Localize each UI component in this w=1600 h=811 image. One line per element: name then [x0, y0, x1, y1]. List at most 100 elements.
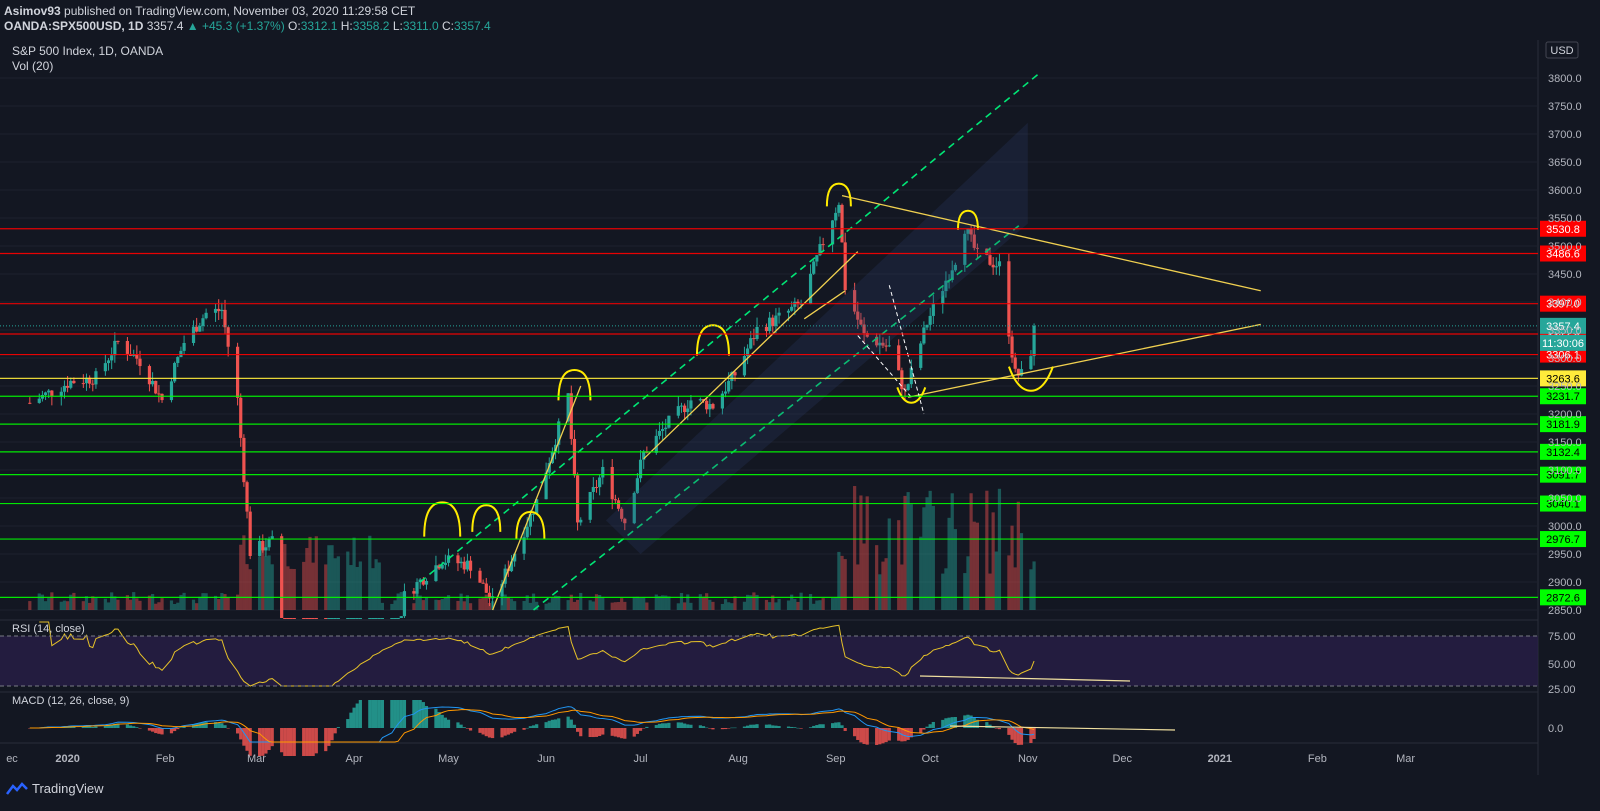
macd-histogram-bar [701, 726, 706, 728]
macd-histogram-bar [239, 728, 243, 740]
candle-body [1013, 357, 1017, 369]
macd-histogram-bar [727, 728, 731, 729]
volume-bar [59, 601, 63, 610]
volume-bar [591, 601, 595, 610]
volume-bar [305, 548, 309, 610]
macd-histogram-bar [815, 725, 819, 728]
candle-body [808, 273, 813, 304]
price-axis[interactable]: 2850.0 2900.0 2950.0 3000.0 3050.0 3100.0 3150… [1548, 73, 1582, 617]
volume-bar [176, 602, 180, 610]
candle-body [421, 579, 425, 585]
volume-bar [239, 544, 243, 610]
macd-histogram-bar [443, 717, 447, 728]
volume-bar [302, 561, 306, 610]
candle-body [657, 430, 662, 436]
volume-bar [815, 600, 819, 610]
macd-histogram-bar [768, 724, 772, 728]
brand[interactable]: TradingView [6, 781, 104, 796]
candle-body [821, 244, 825, 246]
volume-bar [925, 497, 929, 610]
volume-bar [125, 595, 130, 610]
high-value: 3358.2 [352, 19, 390, 33]
macd-histogram-bar [264, 728, 268, 754]
candle-body [588, 491, 592, 520]
candle-body [966, 228, 970, 234]
macd-histogram-bar [862, 728, 866, 744]
candle-body [204, 312, 208, 319]
candle-body [270, 536, 274, 539]
volume-bar [440, 599, 444, 610]
macd-histogram-bar [459, 724, 463, 728]
macd-histogram-bar [91, 727, 95, 728]
time-axis[interactable]: ec 2020 Feb Mar Apr May Jun Jul Aug Sep Oct Nov Dec 2… [6, 753, 1415, 765]
candle-body [1032, 325, 1036, 357]
volume-bar [88, 602, 92, 610]
volume-bar [443, 597, 447, 610]
volume-bar [638, 597, 643, 610]
volume-bar [557, 596, 561, 610]
chart-area[interactable]: 3530.83486.63397.03342.83306.13263.63231… [0, 40, 1600, 775]
candle-body [503, 568, 507, 584]
y-tick-label: 3550.0 [1548, 213, 1582, 225]
candle-body [796, 301, 800, 304]
candle-body [302, 618, 306, 619]
volume-bar [884, 558, 888, 610]
volume-bar [875, 545, 879, 610]
candle-body [349, 618, 353, 619]
macd-histogram-bar [176, 728, 180, 730]
candle-body [69, 380, 73, 388]
candle-body [859, 319, 863, 325]
volume-bar [128, 599, 133, 610]
macd-histogram-bar [610, 728, 614, 736]
candle-body [878, 342, 882, 346]
symbol: OANDA:SPX500USD, 1D [4, 19, 144, 33]
macd-histogram-bar [985, 722, 989, 728]
macd-histogram-bar [267, 728, 271, 750]
volume-bar [465, 595, 470, 610]
drawings[interactable] [419, 71, 1261, 611]
x-tick-label: Feb [156, 753, 175, 765]
macd-histogram-bar [374, 700, 378, 728]
volume-bar [157, 602, 161, 610]
macd-histogram-bar [941, 719, 945, 728]
volume-bar [358, 561, 362, 610]
macd-histogram-bar [150, 728, 155, 732]
macd-histogram-bar [154, 728, 158, 734]
volume-bar [654, 594, 658, 610]
macd-histogram-bar [503, 728, 507, 736]
macd-histogram-bar [179, 727, 183, 728]
candle-body [755, 326, 759, 339]
volume-bar [818, 600, 822, 610]
y-tick-label: 3300.0 [1548, 353, 1582, 365]
macd-histogram-bar [235, 728, 240, 734]
candle-body [884, 345, 888, 347]
candle-body [786, 310, 791, 313]
macd-histogram-bar [881, 728, 885, 744]
channel-fill [605, 122, 1028, 555]
volume-bar [191, 599, 196, 610]
price-level-tag [1540, 220, 1586, 237]
macd-histogram-bar [522, 728, 526, 730]
macd-histogram-bar [679, 722, 684, 728]
volume-bar [808, 594, 813, 610]
currency-box[interactable] [1545, 41, 1579, 59]
candle-body [1029, 356, 1033, 370]
publisher-name[interactable]: Asimov93 [4, 4, 61, 18]
macd-histogram-bar [402, 700, 407, 728]
macd-histogram-bar [544, 722, 548, 728]
volume-bar [220, 593, 224, 610]
candle-body [487, 592, 492, 599]
candle-body [579, 519, 583, 523]
volume-bar [598, 594, 602, 610]
volume-bar [245, 564, 249, 610]
price-level-tag [1540, 443, 1586, 460]
macd-histogram-bar [708, 728, 712, 729]
candle-body [887, 345, 891, 347]
candle-body [799, 303, 803, 305]
volume-bar [43, 601, 48, 610]
candle-body [853, 290, 857, 312]
macd-histogram-bar [812, 725, 816, 728]
volume-bar [853, 486, 857, 610]
macd-histogram-bar [1010, 728, 1014, 740]
volume-bar [506, 596, 510, 610]
